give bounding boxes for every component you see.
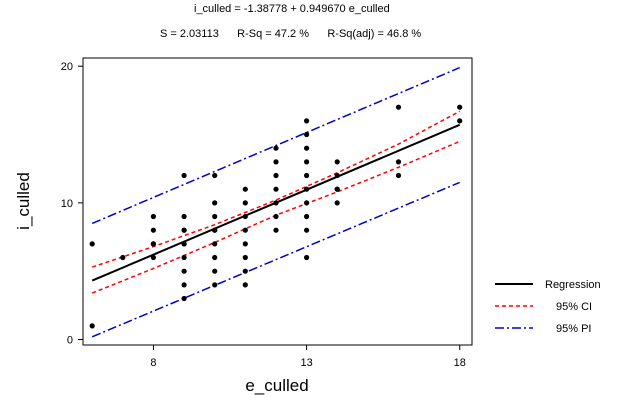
y-axis-label: i_culled bbox=[14, 172, 33, 230]
data-point bbox=[457, 118, 463, 124]
data-point bbox=[181, 295, 187, 302]
data-point bbox=[304, 118, 310, 124]
chart-subtitle: S = 2.03113 R-Sq = 47.2 % R-Sq(adj) = 46… bbox=[160, 28, 422, 40]
data-point bbox=[304, 213, 310, 220]
plot-frame bbox=[82, 57, 473, 346]
legend-regression-label: Regression bbox=[545, 279, 601, 291]
data-point bbox=[181, 282, 187, 288]
data-point bbox=[273, 186, 279, 192]
x-tick-label: 18 bbox=[454, 357, 466, 369]
legend-pi-label: 95% PI bbox=[556, 323, 591, 335]
data-point bbox=[242, 227, 248, 233]
data-point bbox=[212, 227, 218, 233]
data-point bbox=[304, 186, 310, 192]
data-point bbox=[181, 213, 187, 220]
data-point bbox=[242, 241, 248, 247]
data-point bbox=[181, 241, 187, 247]
data-point bbox=[181, 172, 187, 179]
data-point bbox=[89, 323, 95, 329]
data-point bbox=[242, 254, 248, 261]
data-point bbox=[273, 213, 279, 220]
legend: Regression 95% CI 95% PI bbox=[495, 279, 601, 335]
data-point bbox=[212, 172, 218, 179]
data-point bbox=[395, 159, 402, 165]
data-point bbox=[395, 104, 402, 110]
data-point bbox=[273, 200, 279, 206]
x-tick-label: 13 bbox=[300, 357, 312, 369]
ci-lower-line bbox=[91, 140, 460, 294]
data-point bbox=[212, 268, 218, 274]
x-tick-label: 8 bbox=[150, 357, 156, 369]
data-point bbox=[181, 268, 187, 274]
data-point bbox=[273, 227, 279, 233]
data-point bbox=[334, 200, 340, 206]
data-point bbox=[212, 254, 218, 261]
data-point bbox=[334, 186, 340, 192]
data-point bbox=[304, 159, 310, 165]
data-point bbox=[242, 200, 248, 206]
data-point bbox=[273, 159, 279, 165]
data-point bbox=[457, 104, 463, 110]
data-point bbox=[212, 213, 218, 220]
legend-ci-label: 95% CI bbox=[556, 301, 592, 313]
data-point bbox=[395, 172, 402, 179]
data-point bbox=[242, 186, 248, 192]
pi-lower-line bbox=[91, 181, 460, 338]
chart-title: i_culled = -1.38778 + 0.949670 e_culled bbox=[194, 3, 390, 15]
data-point bbox=[334, 172, 340, 179]
y-tick-label: 0 bbox=[67, 335, 73, 347]
data-point bbox=[181, 227, 187, 233]
data-point bbox=[304, 172, 310, 179]
data-point bbox=[212, 200, 218, 206]
data-point bbox=[212, 282, 218, 288]
data-point bbox=[304, 200, 310, 206]
data-point bbox=[304, 254, 310, 261]
data-point bbox=[212, 241, 218, 247]
data-point bbox=[242, 213, 248, 220]
data-point bbox=[150, 241, 156, 247]
data-point bbox=[334, 159, 340, 165]
data-point bbox=[89, 241, 95, 247]
y-tick-label: 20 bbox=[61, 61, 73, 73]
data-point bbox=[120, 254, 126, 261]
data-point bbox=[181, 254, 187, 261]
data-point bbox=[150, 254, 156, 261]
data-point bbox=[304, 131, 310, 138]
data-point bbox=[242, 268, 248, 274]
data-point bbox=[304, 145, 310, 151]
data-point bbox=[273, 172, 279, 179]
data-point bbox=[273, 145, 279, 151]
y-tick-label: 10 bbox=[61, 198, 73, 210]
data-point bbox=[304, 227, 310, 233]
data-point bbox=[150, 213, 156, 220]
data-point bbox=[150, 227, 156, 233]
pi-upper-line bbox=[91, 66, 460, 225]
x-axis-label: e_culled bbox=[245, 376, 308, 395]
data-point bbox=[242, 282, 248, 288]
